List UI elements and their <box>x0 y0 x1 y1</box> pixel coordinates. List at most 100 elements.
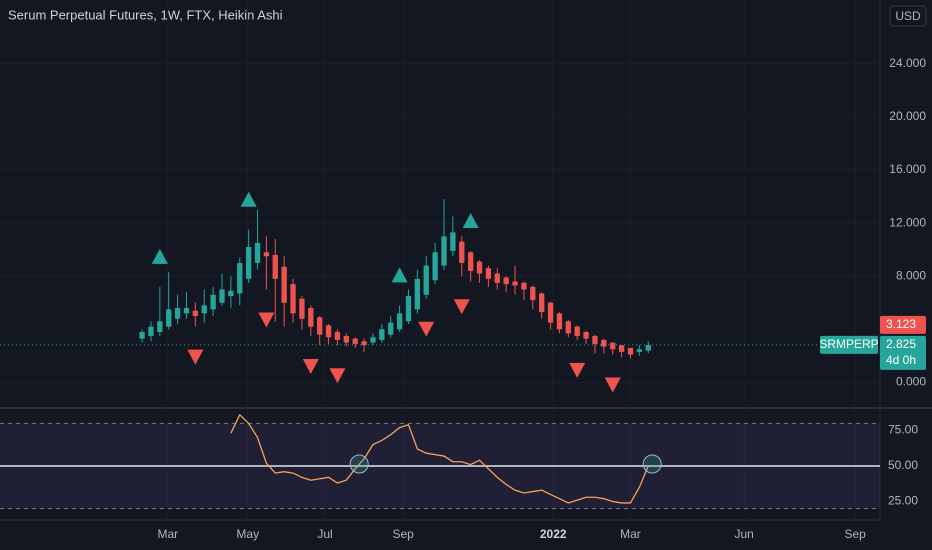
candle-body <box>166 309 172 327</box>
candle-body <box>503 277 509 285</box>
candle-body <box>325 325 332 338</box>
candle-body <box>396 313 403 330</box>
candle-body <box>610 342 616 350</box>
candle-body <box>459 241 465 263</box>
candle-body <box>467 252 474 271</box>
candle-body <box>263 252 270 257</box>
candle-body <box>636 349 643 352</box>
symbol-label-box <box>820 335 878 354</box>
candle-body <box>485 268 492 279</box>
candle-body <box>352 338 358 344</box>
currency-box[interactable] <box>889 5 927 27</box>
last-close-box <box>880 335 926 370</box>
candle-body <box>157 321 163 332</box>
pivot-high-marker <box>462 212 479 228</box>
candle-body <box>432 252 438 281</box>
pivot-low-marker <box>187 349 204 365</box>
candle-body <box>441 236 447 266</box>
candle-body <box>414 278 421 310</box>
pivot-low-marker <box>329 368 346 384</box>
x-tick-label: Mar <box>620 527 641 541</box>
y-tick-label: 16.000 <box>889 162 926 176</box>
candle-body <box>343 335 349 343</box>
candle-body <box>583 331 589 339</box>
candle-body <box>556 313 563 330</box>
rsi-cross-marker <box>642 454 662 474</box>
candle-body <box>627 347 634 355</box>
pivot-high-marker <box>391 267 408 283</box>
y-tick-label: 8.000 <box>896 268 926 282</box>
last-price-label: 3.123 <box>886 317 916 331</box>
candle-body <box>237 262 243 294</box>
candle-body <box>219 289 225 303</box>
candle-body <box>370 337 376 343</box>
candle-body <box>476 261 483 274</box>
x-tick-label: Sep <box>844 527 866 541</box>
candle-body <box>299 298 305 319</box>
candle-body <box>290 284 296 314</box>
x-tick-label: Sep <box>392 527 414 541</box>
candle-body <box>210 294 216 310</box>
pivot-low-marker <box>258 312 275 328</box>
symbol-label: SRMPERP <box>819 337 878 351</box>
pivot-low-marker <box>569 362 586 378</box>
chart-title: Serum Perpetual Futures, 1W, FTX, Heikin… <box>8 7 283 22</box>
candle-body <box>201 305 207 314</box>
candle-body <box>148 326 154 336</box>
candle-body <box>494 273 500 283</box>
candle-body <box>512 281 518 286</box>
candle-body <box>539 293 545 313</box>
candle-body <box>547 302 554 323</box>
candle-body <box>565 321 571 334</box>
pivot-low-marker <box>302 358 319 374</box>
candle-body <box>618 345 625 352</box>
candle-body <box>645 344 651 351</box>
candle-body <box>281 266 287 303</box>
candle-body <box>574 326 580 336</box>
candle-body <box>388 322 394 335</box>
candle-body <box>379 329 385 340</box>
candle-body <box>228 290 234 297</box>
candle-body <box>272 254 278 279</box>
candle-body <box>405 296 412 322</box>
candle-body <box>530 286 536 301</box>
candle-body <box>183 308 190 314</box>
y-tick-label: 24.000 <box>889 56 926 70</box>
pivot-low-marker <box>418 321 435 337</box>
pivot-low-marker <box>604 377 621 393</box>
candle-body <box>192 310 199 317</box>
rsi-tick-label: 25.00 <box>888 494 918 508</box>
candle-body <box>317 317 323 335</box>
rsi-line <box>230 413 649 504</box>
candle-body <box>334 331 341 340</box>
candle-body <box>254 243 261 263</box>
last-close-label: 2.825 <box>886 337 916 351</box>
candle-body <box>139 331 145 339</box>
candle-body <box>601 339 607 347</box>
candle-body <box>174 308 181 319</box>
candle-body <box>245 246 252 279</box>
x-tick-label: Mar <box>157 527 178 541</box>
candle-body <box>450 232 456 251</box>
y-tick-label: 20.000 <box>889 109 926 123</box>
pivot-high-marker <box>151 248 168 264</box>
rsi-tick-label: 75.00 <box>888 423 918 437</box>
x-tick-label: Jun <box>734 527 753 541</box>
rsi-tick-label: 50.00 <box>888 458 918 472</box>
pivot-low-marker <box>453 299 470 315</box>
y-tick-label: 12.000 <box>889 215 926 229</box>
candle-body <box>592 335 598 344</box>
candle-body <box>521 282 527 290</box>
rsi-cross-marker <box>349 454 369 474</box>
candle-body <box>361 341 367 346</box>
last-price-box <box>880 315 926 334</box>
countdown-label: 4d 0h <box>886 353 916 367</box>
y-tick-label: 0.000 <box>896 375 926 389</box>
candle-body <box>308 308 314 327</box>
currency[interactable]: USD <box>895 9 921 23</box>
pivot-high-marker <box>240 191 257 207</box>
x-tick-label: Jul <box>317 527 332 541</box>
